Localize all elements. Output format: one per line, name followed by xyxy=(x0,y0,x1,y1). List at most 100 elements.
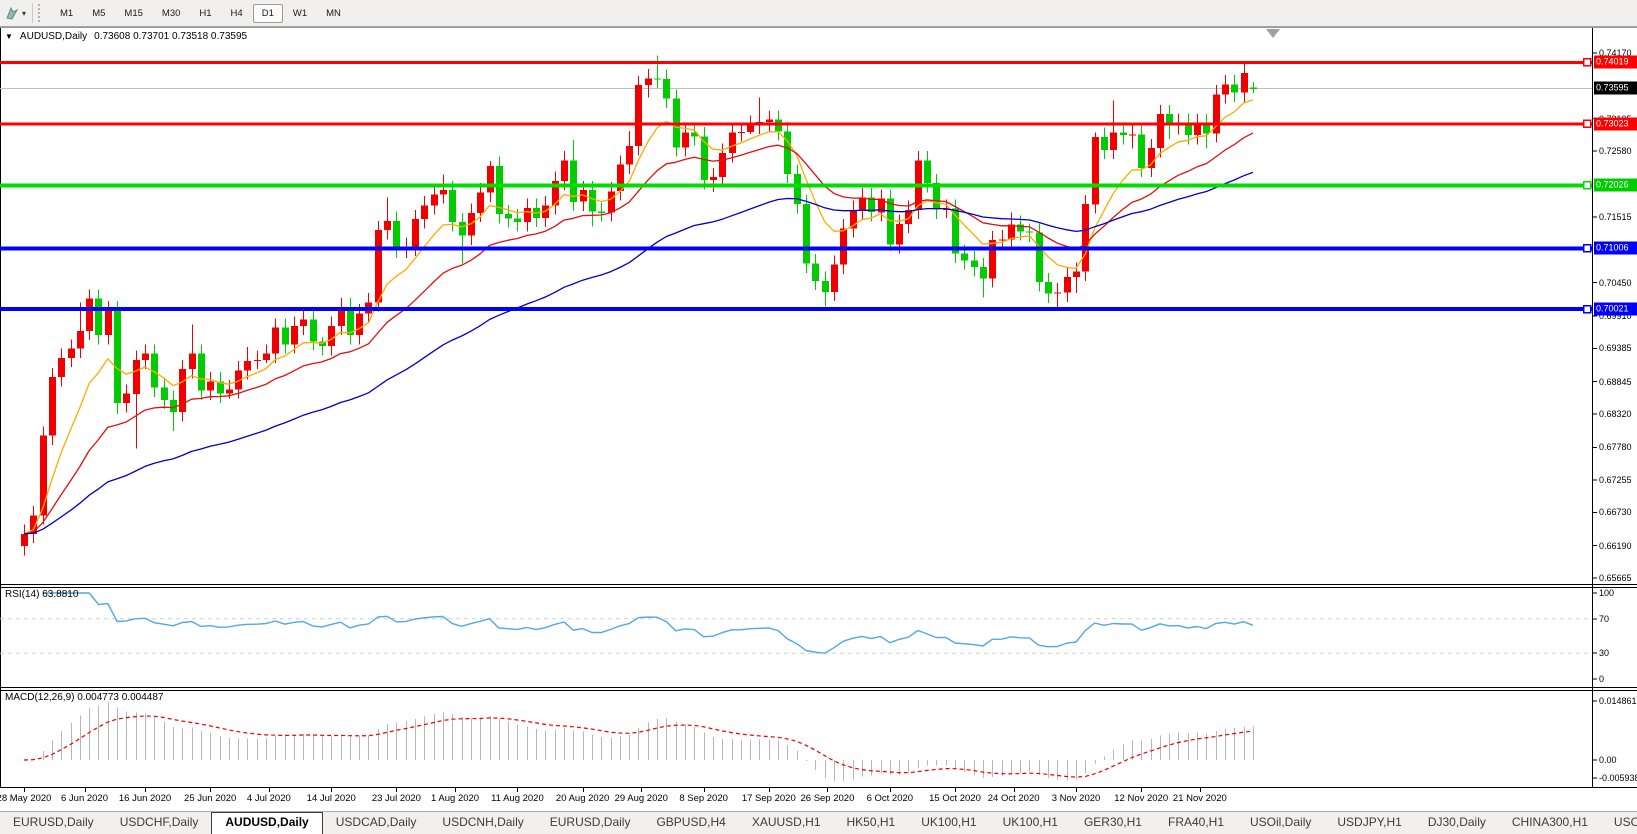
rsi-axis-label: 30 xyxy=(1599,648,1610,659)
price-tag[interactable]: 0.73595 xyxy=(1594,81,1637,95)
macd-axis-label: 0.014861 xyxy=(1599,696,1637,706)
price-axis-label: 0.67255 xyxy=(1599,474,1632,485)
date-axis-label: 28 May 2020 xyxy=(0,793,52,804)
macd-axis-label: -0.005938 xyxy=(1599,773,1637,783)
timeframe-button-d1[interactable]: D1 xyxy=(252,3,283,23)
price-axis-label: 0.66730 xyxy=(1599,507,1632,518)
date-tick-mark xyxy=(582,788,584,792)
rsi-axis-label: 70 xyxy=(1599,613,1610,624)
chart-tab-dj30-daily[interactable]: DJ30,Daily xyxy=(1427,815,1486,829)
date-tick-mark xyxy=(145,788,147,792)
dropdown-caret-icon[interactable]: ▾ xyxy=(22,8,27,18)
chart-tab-gbpusd-h4[interactable]: GBPUSD,H4 xyxy=(656,815,726,829)
chart-tab-china300-h1[interactable]: CHINA300,H1 xyxy=(1511,815,1588,829)
price-tag[interactable]: 0.71006 xyxy=(1594,241,1637,255)
price-axis-label: 0.72580 xyxy=(1599,146,1632,157)
price-axis-label: 0.66190 xyxy=(1599,540,1632,551)
chart-shift-marker-icon xyxy=(1266,29,1280,38)
rsi-axis-label: 0 xyxy=(1599,674,1605,684)
date-tick-mark xyxy=(1076,788,1078,792)
price-axis-label: 0.69910 xyxy=(1599,310,1632,321)
timeframe-button-m5[interactable]: M5 xyxy=(92,7,106,19)
date-axis-label: 8 Sep 2020 xyxy=(679,793,728,804)
date-tick-mark xyxy=(455,788,457,792)
timeframe-button-w1[interactable]: W1 xyxy=(292,7,308,19)
price-tag[interactable]: 0.74019 xyxy=(1594,55,1637,69)
chart-tab-usdcad-daily[interactable]: USDCAD,Daily xyxy=(335,815,417,829)
date-axis-label: 24 Oct 2020 xyxy=(987,793,1040,804)
date-axis-label: 26 Sep 2020 xyxy=(800,793,855,804)
chart-tab-audusd-daily[interactable]: AUDUSD,Daily xyxy=(211,812,323,834)
date-axis-label: 21 Nov 2020 xyxy=(1172,793,1227,804)
price-axis-label: 0.70450 xyxy=(1599,277,1632,288)
date-tick-mark xyxy=(268,788,270,792)
price-tag[interactable]: 0.72026 xyxy=(1594,178,1637,192)
date-axis-label: 16 Jun 2020 xyxy=(118,793,172,804)
date-axis-label: 6 Oct 2020 xyxy=(866,793,914,804)
ma-fast-line xyxy=(23,99,1254,535)
chart-symbol-label: AUDUSD,Daily xyxy=(19,31,88,42)
timeframe-button-h4[interactable]: H4 xyxy=(230,7,243,19)
chart-tab-usdcnh-daily[interactable]: USDCNH,Daily xyxy=(442,815,524,829)
timeframe-button-m30[interactable]: M30 xyxy=(161,7,181,19)
date-tick-mark xyxy=(827,788,829,792)
date-axis-label: 6 Jun 2020 xyxy=(60,793,108,804)
chart-tab-usoil-h1[interactable]: USOil,H1 xyxy=(1613,815,1637,829)
chart-tab-uk100-h1[interactable]: UK100,H1 xyxy=(921,815,977,829)
date-axis-label: 14 Jul 2020 xyxy=(306,793,356,804)
chart-cursor-icon[interactable] xyxy=(3,4,21,22)
chart-tab-ger30-h1[interactable]: GER30,H1 xyxy=(1083,815,1142,829)
macd-histogram xyxy=(33,702,1254,782)
timeframe-button-mn[interactable]: MN xyxy=(326,7,341,19)
timeframe-button-m15[interactable]: M15 xyxy=(124,7,143,19)
chart-tab-usoil-daily[interactable]: USOil,Daily xyxy=(1250,815,1312,829)
chart-tab-eurusd-daily[interactable]: EURUSD,Daily xyxy=(13,815,94,829)
date-axis-label: 12 Nov 2020 xyxy=(1114,793,1169,804)
rsi-indicator-label: RSI(14) 63.8810 xyxy=(5,589,79,600)
date-tick-mark xyxy=(517,788,519,792)
date-tick-mark xyxy=(396,788,398,792)
timeframe-toolbar: ▾ M1 M5 M15 M30 H1 H4 D1 W1 MN xyxy=(0,0,1637,27)
macd-indicator-label: MACD(12,26,9) 0.004773 0.004487 xyxy=(5,692,164,703)
price-axis-label: 0.74170 xyxy=(1599,48,1632,58)
date-tick-mark xyxy=(210,788,212,792)
ma-slow-line xyxy=(23,171,1254,535)
date-tick-mark xyxy=(641,788,643,792)
price-chart-canvas[interactable] xyxy=(0,27,1637,788)
chart-tab-bar: EURUSD,Daily USDCHF,Daily AUDUSD,Daily USDC… xyxy=(0,811,1637,834)
chart-tab-eurusd-daily[interactable]: EURUSD,Daily xyxy=(549,815,631,829)
date-axis-label: 25 Jun 2020 xyxy=(184,793,237,804)
price-axis-label: 0.65665 xyxy=(1599,572,1632,583)
chart-tab-usdjpy-h1[interactable]: USDJPY,H1 xyxy=(1337,815,1402,829)
date-tick-mark xyxy=(768,788,770,792)
date-axis-label: 29 Aug 2020 xyxy=(614,793,668,804)
date-axis-label: 15 Oct 2020 xyxy=(929,793,981,804)
timeframe-button-m1[interactable]: M1 xyxy=(60,7,74,19)
chart-cursor-icon-glyph xyxy=(6,6,19,20)
date-axis-label: 4 Jul 2020 xyxy=(246,793,291,804)
price-tag[interactable]: 0.73023 xyxy=(1594,117,1637,131)
candlesticks xyxy=(21,55,1257,556)
toolbar-grip xyxy=(38,4,45,22)
one-click-collapse-arrow[interactable]: ▼ xyxy=(5,32,13,41)
date-tick-mark xyxy=(331,788,333,792)
date-tick-mark xyxy=(24,788,25,792)
chart-tab-fra40-h1[interactable]: FRA40,H1 xyxy=(1167,815,1225,829)
timeframe-button-h1[interactable]: H1 xyxy=(199,7,212,19)
chart-tab-uk100-h1[interactable]: UK100,H1 xyxy=(1002,815,1058,829)
date-axis-label: 23 Jul 2020 xyxy=(371,793,421,804)
date-tick-mark xyxy=(889,788,891,792)
price-axis-label: 0.69385 xyxy=(1599,343,1632,354)
chart-tab-hk50-h1[interactable]: HK50,H1 xyxy=(846,815,896,829)
timeframe-buttons: M1 M5 M15 M30 H1 H4 D1 W1 MN xyxy=(51,3,351,23)
chart-tab-xauusd-h1[interactable]: XAUUSD,H1 xyxy=(751,815,821,829)
horizontal-lines xyxy=(0,58,1592,314)
price-axis-label: 0.67780 xyxy=(1599,442,1632,453)
chart-ohlc-values: 0.73608 0.73701 0.73518 0.73595 xyxy=(94,31,248,42)
rsi-line xyxy=(42,592,1254,654)
price-tag[interactable]: 0.70021 xyxy=(1594,302,1637,316)
date-tick-mark xyxy=(84,788,86,792)
ma-mid-line xyxy=(23,132,1254,535)
chart-tab-usdchf-daily[interactable]: USDCHF,Daily xyxy=(119,815,199,829)
